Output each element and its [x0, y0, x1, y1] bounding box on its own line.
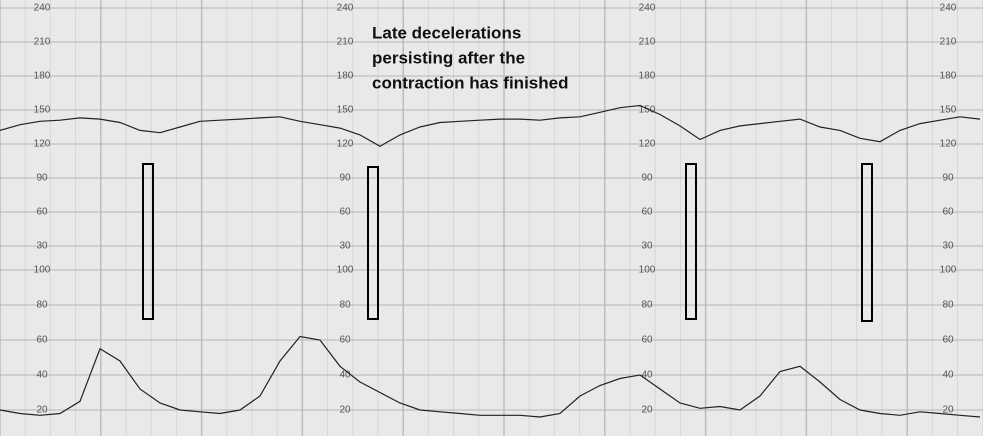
y-tick-label: 80	[36, 300, 48, 311]
y-tick-label: 60	[641, 335, 653, 346]
trace-line	[0, 104, 981, 147]
marker-box	[685, 163, 697, 320]
y-tick-label: 180	[337, 71, 354, 82]
contraction-markers	[142, 163, 873, 322]
y-tick-label: 180	[34, 71, 51, 82]
y-tick-label: 80	[942, 300, 954, 311]
y-tick-label: 20	[339, 405, 351, 416]
y-tick-label: 60	[36, 335, 48, 346]
marker-box	[142, 163, 154, 320]
annotation-line: Late decelerations	[372, 23, 521, 42]
y-tick-label: 90	[641, 173, 653, 184]
y-tick-label: 90	[942, 173, 954, 184]
y-tick-label: 60	[942, 207, 954, 218]
y-tick-label: 120	[639, 139, 656, 150]
y-tick-label: 120	[940, 139, 957, 150]
y-tick-label: 120	[34, 139, 51, 150]
trace-line	[0, 335, 981, 418]
y-tick-label: 150	[34, 105, 51, 116]
y-tick-label: 30	[36, 241, 48, 252]
annotation-line: contraction has finished	[372, 73, 568, 92]
y-tick-label: 80	[339, 300, 351, 311]
y-tick-label: 150	[639, 105, 656, 116]
y-tick-label: 180	[940, 71, 957, 82]
y-tick-label: 60	[339, 335, 351, 346]
marker-box	[861, 163, 873, 322]
y-tick-label: 180	[639, 71, 656, 82]
y-tick-label: 40	[339, 370, 351, 381]
y-tick-label: 120	[337, 139, 354, 150]
y-tick-label: 90	[339, 173, 351, 184]
y-tick-label: 150	[337, 105, 354, 116]
y-tick-label: 60	[942, 335, 954, 346]
y-tick-label: 60	[339, 207, 351, 218]
y-tick-label: 30	[641, 241, 653, 252]
y-tick-label: 210	[639, 37, 656, 48]
y-tick-label: 210	[940, 37, 957, 48]
y-tick-label: 240	[639, 3, 656, 14]
y-tick-label: 240	[34, 3, 51, 14]
plot-layer: 30 30 30 30 60 60 60 60 90 90 90 90 120 120 120 120 150 1…	[0, 3, 983, 418]
y-tick-label: 20	[641, 405, 653, 416]
annotation-line: persisting after the	[372, 48, 525, 67]
y-tick-label: 210	[34, 37, 51, 48]
y-tick-label: 240	[337, 3, 354, 14]
y-tick-label: 90	[36, 173, 48, 184]
y-tick-label: 100	[639, 265, 656, 276]
y-tick-label: 100	[337, 265, 354, 276]
y-tick-label: 60	[641, 207, 653, 218]
y-tick-label: 20	[36, 405, 48, 416]
y-tick-label: 100	[940, 265, 957, 276]
y-tick-label: 30	[339, 241, 351, 252]
y-tick-label: 150	[940, 105, 957, 116]
y-tick-label: 40	[36, 370, 48, 381]
y-tick-label: 60	[36, 207, 48, 218]
y-tick-label: 210	[337, 37, 354, 48]
y-tick-label: 80	[641, 300, 653, 311]
y-tick-label: 20	[942, 405, 954, 416]
marker-box	[367, 166, 379, 320]
y-tick-label: 30	[942, 241, 954, 252]
y-tick-label: 240	[940, 3, 957, 14]
y-tick-label: 100	[34, 265, 51, 276]
y-tick-label: 40	[942, 370, 954, 381]
y-tick-label: 40	[641, 370, 653, 381]
